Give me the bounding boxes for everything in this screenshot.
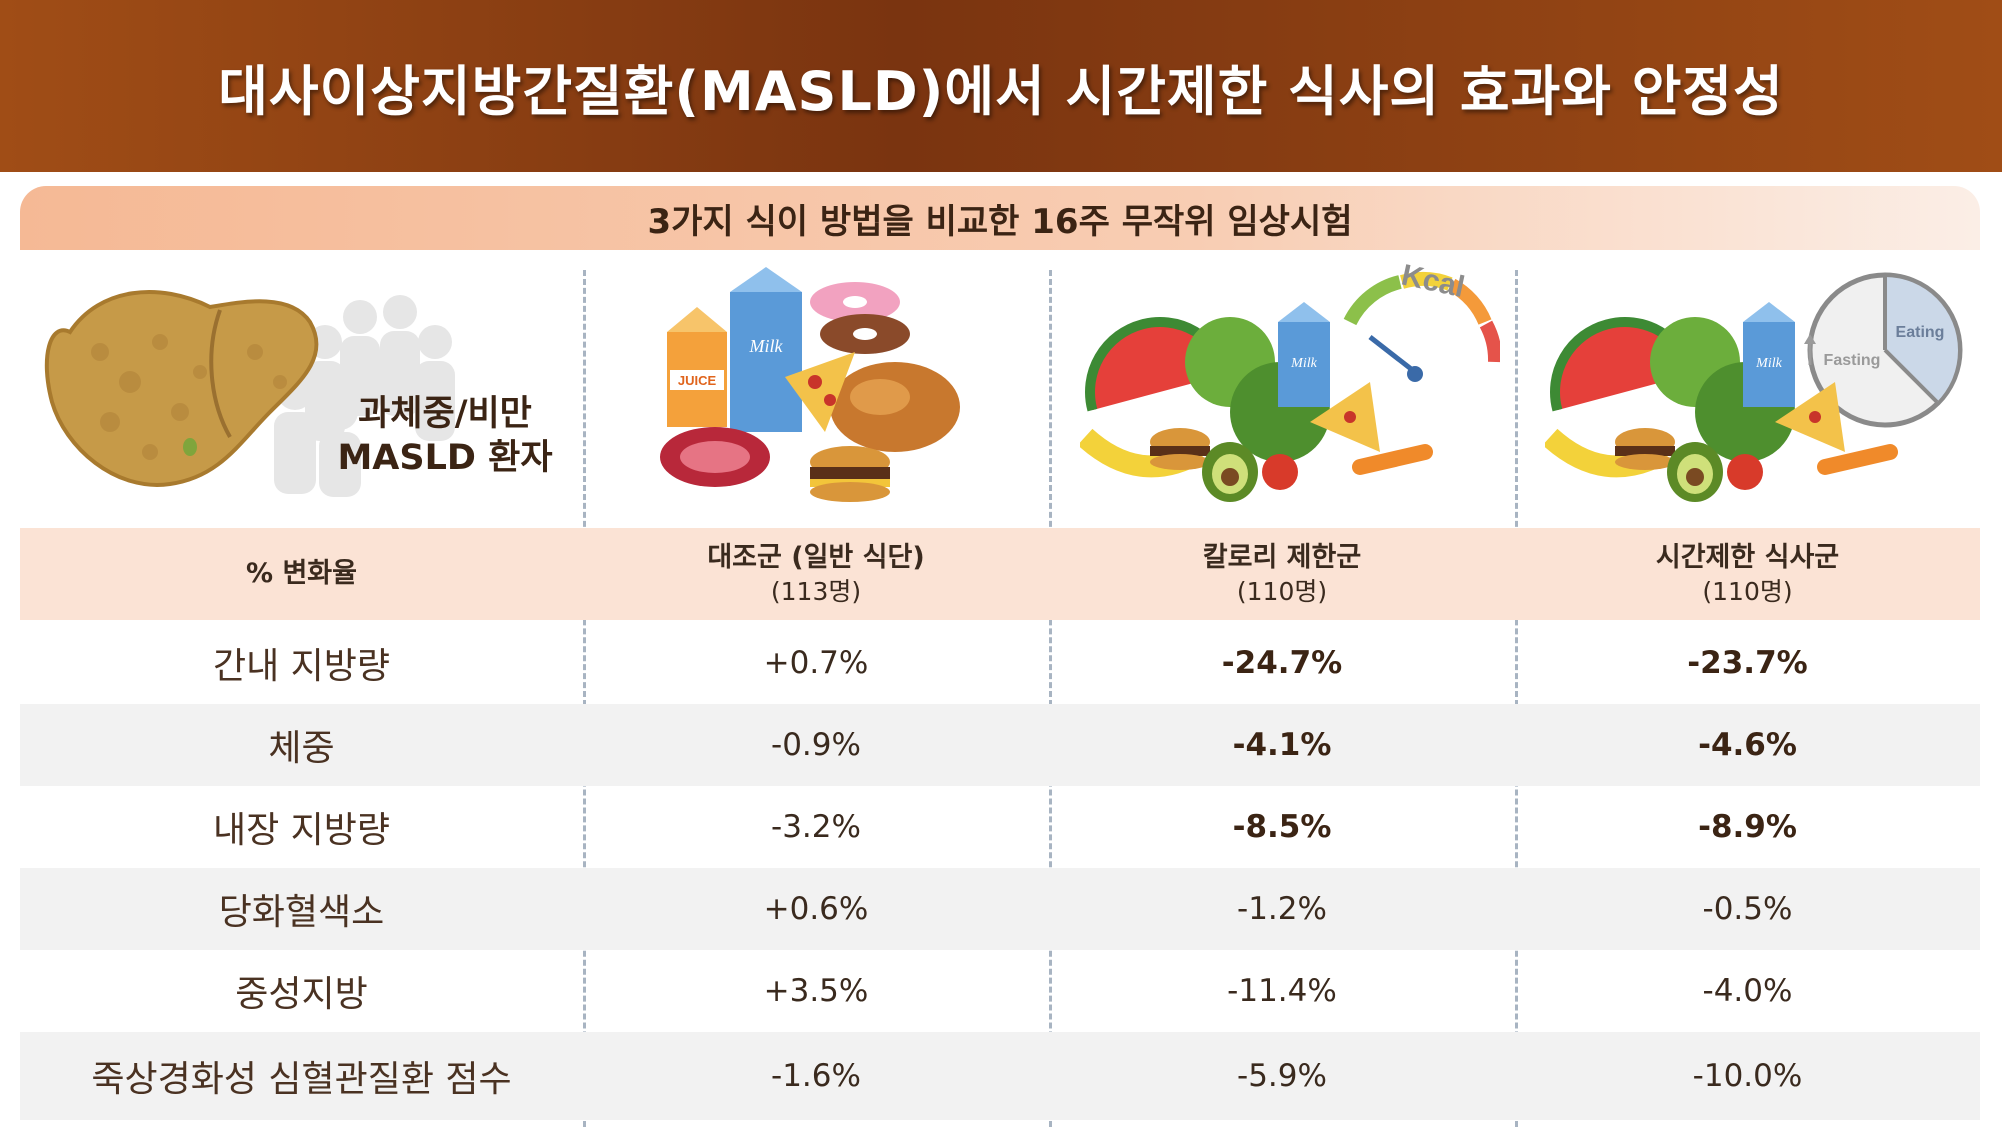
svg-text:JUICE: JUICE	[678, 373, 717, 388]
group-name: 시간제한 식사군	[1655, 542, 1840, 573]
liver-and-people-icon	[44, 290, 455, 497]
value-cell: -1.6%	[771, 1058, 861, 1094]
value-cell: -3.2%	[771, 809, 861, 845]
patient-illustration: 과체중/비만 MASLD 환자	[40, 262, 580, 502]
group-name: 대조군 (일반 식단)	[707, 542, 925, 573]
healthy-food-clock-icon: Eating Fasting Milk	[1542, 272, 1963, 502]
table-row: 내장 지방량 -3.2% -8.5% -8.9%	[20, 786, 1980, 868]
value-cell: +3.5%	[763, 973, 869, 1009]
value-cell: -4.6%	[1698, 727, 1797, 763]
healthy-food-kcal-icon: Kcal Milk	[1077, 259, 1503, 502]
header-metric: % 변화율	[20, 528, 583, 620]
table-row: 당화혈색소 +0.6% -1.2% -0.5%	[20, 868, 1980, 950]
page-title: 대사이상지방간질환(MASLD)에서 시간제한 식사의 효과와 안정성	[218, 59, 1784, 123]
column-divider	[583, 270, 586, 1127]
group-name: 칼로리 제한군	[1202, 542, 1362, 573]
row-label: 체중	[268, 728, 335, 769]
table-row: 중성지방 +3.5% -11.4% -4.0%	[20, 950, 1980, 1032]
time-restricted-eating-illustration: Eating Fasting Milk	[1542, 262, 1965, 512]
group-count: (110명)	[1236, 577, 1328, 606]
header-group-calorie: 칼로리 제한군 (110명)	[1049, 528, 1515, 620]
value-cell: -11.4%	[1227, 973, 1337, 1009]
svg-text:Milk: Milk	[749, 336, 784, 356]
control-diet-illustration: JUICE Milk	[655, 262, 985, 512]
row-label: 당화혈색소	[218, 892, 385, 933]
row-label: 중성지방	[235, 974, 368, 1015]
table-row: 죽상경화성 심혈관질환 점수 -1.6% -5.9% -10.0%	[20, 1032, 1980, 1120]
value-cell: -4.1%	[1232, 727, 1332, 763]
value-cell: -0.5%	[1702, 891, 1793, 927]
header-metric-label: % 변화율	[246, 558, 357, 589]
patient-label: 과체중/비만 MASLD 환자	[325, 392, 565, 480]
value-cell: -0.9%	[771, 727, 861, 763]
value-cell: -5.9%	[1237, 1058, 1327, 1094]
column-divider	[1515, 270, 1518, 1127]
group-count: (110명)	[1702, 577, 1793, 606]
column-divider	[1049, 270, 1052, 1127]
svg-text:Kcal: Kcal	[1399, 262, 1468, 304]
row-label: 죽상경화성 심혈관질환 점수	[91, 1059, 512, 1100]
value-cell: -8.9%	[1698, 809, 1797, 845]
value-cell: -4.0%	[1702, 973, 1793, 1009]
page-subtitle: 3가지 식이 방법을 비교한 16주 무작위 임상시험	[647, 201, 1353, 242]
value-cell: +0.6%	[763, 891, 869, 927]
junk-food-icon: JUICE Milk	[660, 267, 960, 502]
value-cell: -10.0%	[1692, 1058, 1803, 1094]
table-header-row: % 변화율 대조군 (일반 식단) (113명) 칼로리 제한군 (110명) …	[20, 528, 1980, 620]
patient-label-line2: MASLD 환자	[337, 438, 553, 478]
value-cell: -24.7%	[1221, 645, 1343, 681]
table-row: 간내 지방량 +0.7% -24.7% -23.7%	[20, 622, 1980, 704]
table-row: 체중 -0.9% -4.1% -4.6%	[20, 704, 1980, 786]
subtitle-bar: 3가지 식이 방법을 비교한 16주 무작위 임상시험	[20, 186, 1980, 250]
value-cell: +0.7%	[763, 645, 869, 681]
value-cell: -23.7%	[1687, 645, 1808, 681]
svg-text:Eating: Eating	[1896, 324, 1945, 341]
svg-text:Milk: Milk	[1290, 356, 1317, 371]
row-label: 간내 지방량	[212, 646, 391, 687]
value-cell: -1.2%	[1237, 891, 1327, 927]
value-cell: -8.5%	[1232, 809, 1332, 845]
row-label: 내장 지방량	[212, 810, 391, 851]
header-group-control: 대조군 (일반 식단) (113명)	[583, 528, 1049, 620]
header-group-tre: 시간제한 식사군 (110명)	[1515, 528, 1980, 620]
group-count: (113명)	[770, 577, 862, 606]
patient-label-line1: 과체중/비만	[358, 394, 532, 434]
title-bar: 대사이상지방간질환(MASLD)에서 시간제한 식사의 효과와 안정성	[0, 0, 2002, 172]
svg-text:Milk: Milk	[1755, 356, 1782, 371]
calorie-restriction-illustration: Kcal Milk	[1077, 259, 1503, 512]
svg-text:Fasting: Fasting	[1824, 352, 1881, 369]
